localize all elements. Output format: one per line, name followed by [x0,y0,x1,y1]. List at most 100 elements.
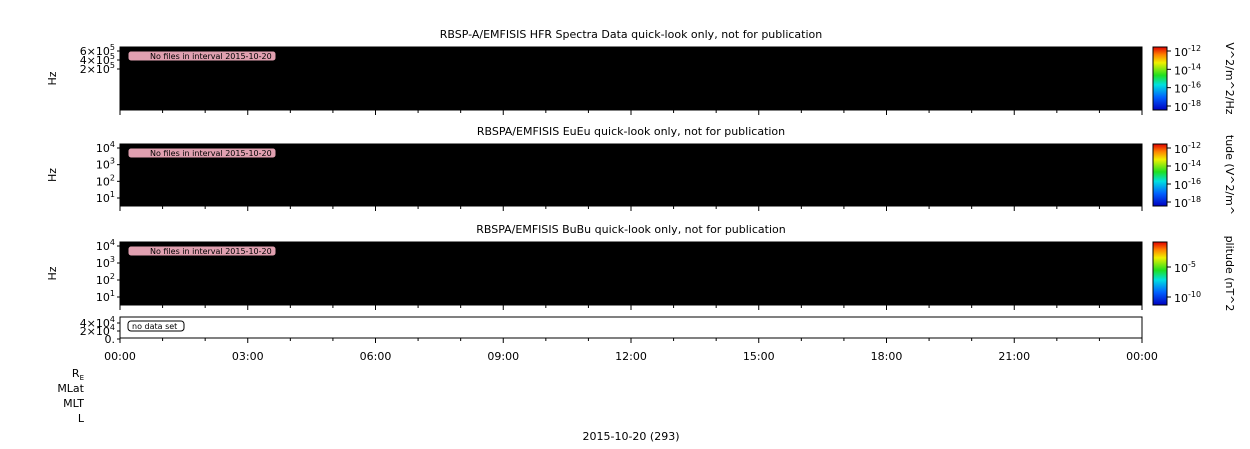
colorbar-tick-label: 10-18 [1174,195,1201,210]
notice: No files in interval 2015-10-20 [150,247,272,256]
ephemeris-label: L [78,412,85,425]
y-tick-label-base: 6×10 [80,45,110,58]
y-tick-label-exp: 5 [110,52,115,61]
y-tick-label: 101 [96,289,115,304]
ephemeris-label: RE [72,367,84,382]
y-tick-label-base: 10 [96,159,110,172]
y-tick-label-exp: 3 [110,255,115,264]
colorbar-tick-label: 10-12 [1174,141,1201,156]
panel-title: RBSPA/EMFISIS EuEu quick-look only, not … [477,125,785,138]
colorbar-tick-label-base: 10 [1174,64,1188,77]
colorbar-tick-label-exp: -14 [1188,159,1201,168]
y-tick-label: 103 [96,255,115,270]
y-axis-label: Hz [46,71,59,85]
date-label: 2015-10-20 (293) [582,430,679,443]
colorbar-tick-label-exp: -10 [1188,290,1201,299]
colorbar-tick-label-exp: -14 [1188,62,1201,71]
y-tick-label-base: 0. [105,333,116,346]
colorbar-label: plitude (nT^2 [1223,236,1236,312]
y-tick-label: 101 [96,190,115,205]
colorbar-tick-label-base: 10 [1174,83,1188,96]
y-tick-label-base: 4×10 [80,54,110,67]
y-tick-label-base: 10 [96,192,110,205]
spectrogram [120,144,1142,206]
notice-box [127,147,277,159]
y-tick-label-base: 4×10 [80,317,110,330]
colorbar-tick-label: 10-10 [1174,290,1201,305]
colorbar-tick-label: 10-14 [1174,159,1201,174]
y-axis-label: Hz [46,266,59,280]
colorbar-label: tude (V^2/m^ [1223,135,1236,215]
colorbar-tick-label-exp: -12 [1188,141,1201,150]
ephemeris-label-sub: E [80,374,84,382]
colorbar-tick-label: 10-16 [1174,177,1201,192]
y-tick-label: 0. [105,333,116,346]
x-tick-label: 15:00 [743,350,775,363]
spectrogram [120,47,1142,110]
colorbar [1152,143,1168,207]
notice: no data set [132,322,177,331]
y-tick-label: 104 [96,140,115,155]
y-tick-label: 6×105 [80,43,115,58]
colorbar-label: V^2/m^2/Hz [1223,42,1236,114]
y-tick-label-exp: 2 [110,173,115,182]
colorbar-tick-label-base: 10 [1174,101,1188,114]
y-tick-label: 103 [96,157,115,172]
ephemeris-label: MLat [57,382,84,395]
colorbar-tick-label-base: 10 [1174,143,1188,156]
y-tick-label-exp: 3 [110,157,115,166]
y-tick-label-base: 2×10 [80,63,110,76]
y-tick-label: 4×104 [80,315,115,330]
colorbar-tick-label-exp: -12 [1188,44,1201,53]
colorbar-tick-label-base: 10 [1174,46,1188,59]
y-tick-label-exp: 5 [110,43,115,52]
x-tick-label: 03:00 [232,350,264,363]
y-tick-label: 4×105 [80,52,115,67]
colorbar-tick-label: 10-5 [1174,260,1196,275]
colorbar-tick-label-exp: -16 [1188,177,1201,186]
ephemeris-label: MLT [63,397,84,410]
x-tick-label: 00:00 [1126,350,1158,363]
x-tick-label: 09:00 [487,350,519,363]
y-tick-label-base: 10 [96,175,110,188]
y-tick-label: 104 [96,238,115,253]
ephemeris-label-base: L [78,412,85,425]
ephemeris-label-base: MLT [63,397,84,410]
colorbar-tick-label-exp: -16 [1188,81,1201,90]
x-tick-label: 06:00 [360,350,392,363]
colorbar-tick-label: 10-14 [1174,62,1201,77]
colorbar-tick-label-exp: -18 [1188,99,1201,108]
x-tick-label: 18:00 [871,350,903,363]
colorbar [1152,241,1168,306]
colorbar-tick-label-base: 10 [1174,179,1188,192]
colorbar-tick-label-exp: -5 [1188,260,1196,269]
y-tick-label-exp: 1 [110,289,115,298]
notice-box [127,245,277,257]
notice: No files in interval 2015-10-20 [150,149,272,158]
colorbar-tick-label-base: 10 [1174,161,1188,174]
y-tick-label-base: 10 [96,257,110,270]
panel-title: RBSP-A/EMFISIS HFR Spectra Data quick-lo… [440,28,823,41]
y-tick-label-exp: 4 [110,140,115,149]
y-tick-label-base: 10 [96,291,110,304]
y-tick-label-base: 10 [96,142,110,155]
y-tick-label-base: 10 [96,240,110,253]
notice: No files in interval 2015-10-20 [150,52,272,61]
y-tick-label-exp: 4 [110,323,115,332]
colorbar [1152,46,1168,111]
y-tick-label-exp: 4 [110,315,115,324]
y-tick-label: 2×105 [80,61,115,76]
panel-title: RBSPA/EMFISIS BuBu quick-look only, not … [476,223,786,236]
colorbar-tick-label: 10-18 [1174,99,1201,114]
y-tick-label-base: 2×10 [80,325,110,338]
y-tick-label: 102 [96,173,115,188]
x-tick-label: 12:00 [615,350,647,363]
notice-box [127,50,277,62]
y-tick-label-exp: 1 [110,190,115,199]
plot-frame [119,316,1143,339]
colorbar-tick-label-exp: -18 [1188,195,1201,204]
notice-box [127,320,185,332]
y-tick-label-base: 10 [96,274,110,287]
y-tick-label-exp: 4 [110,238,115,247]
